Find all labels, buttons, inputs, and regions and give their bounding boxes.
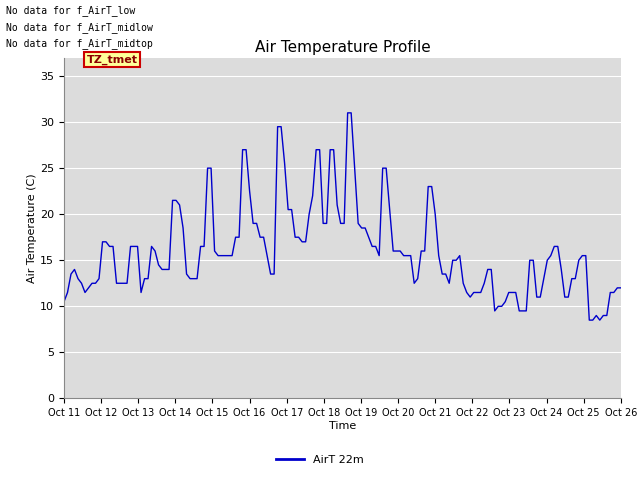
Title: Air Temperature Profile: Air Temperature Profile xyxy=(255,40,430,55)
Text: No data for f_AirT_midlow: No data for f_AirT_midlow xyxy=(6,22,153,33)
Y-axis label: Air Temperature (C): Air Temperature (C) xyxy=(28,173,37,283)
Text: No data for f_AirT_midtop: No data for f_AirT_midtop xyxy=(6,38,153,49)
Text: No data for f_AirT_low: No data for f_AirT_low xyxy=(6,5,136,16)
Legend: AirT 22m: AirT 22m xyxy=(272,451,368,469)
X-axis label: Time: Time xyxy=(329,421,356,431)
Text: TZ_tmet: TZ_tmet xyxy=(86,54,138,64)
